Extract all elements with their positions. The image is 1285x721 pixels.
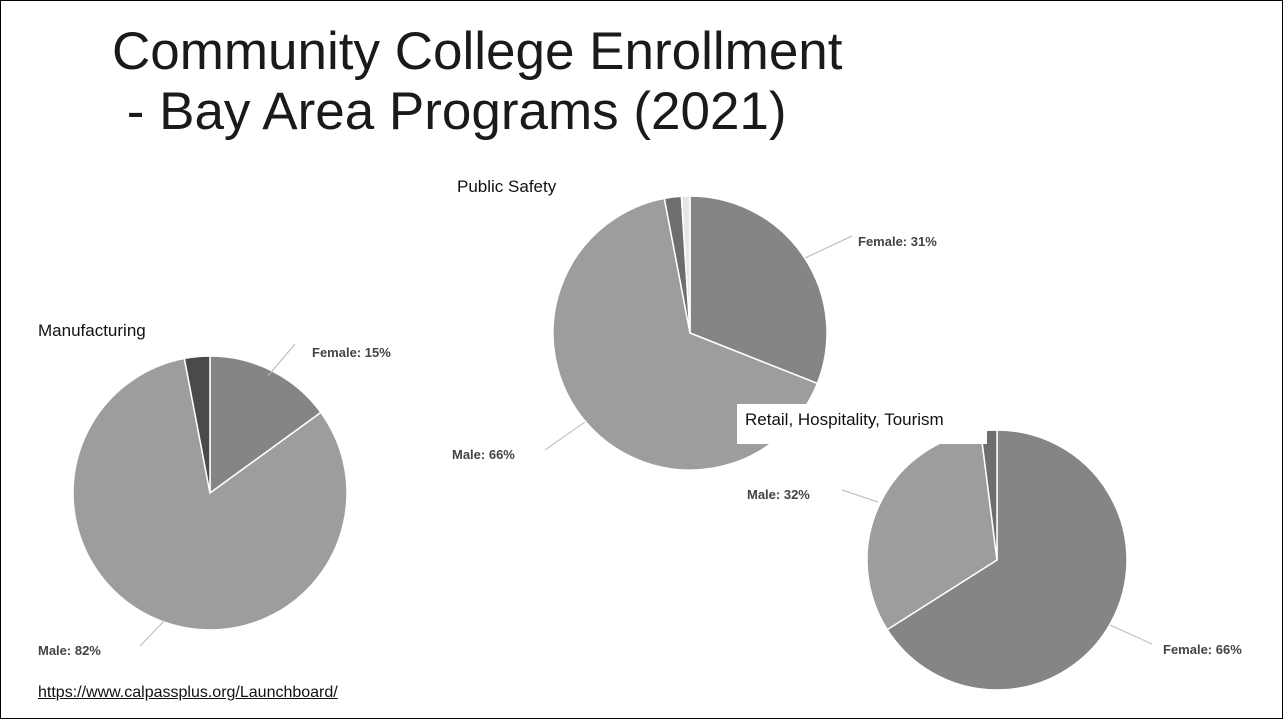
pie-slice [689, 195, 828, 385]
pie-slice [886, 429, 1128, 691]
pie-slice [72, 357, 348, 631]
pie-chart-1: Female: 15% Male: 82% [38, 343, 391, 658]
pie-slice [183, 355, 211, 494]
slice-leader-line [841, 489, 879, 503]
source-link[interactable]: https://www.calpassplus.org/Launchboard/ [38, 684, 338, 701]
slice-leader-line [1109, 624, 1153, 645]
slide-title: Community College Enrollment - Bay Area … [112, 22, 843, 142]
slice-label: Male: 82% [38, 643, 101, 658]
slice-leader-line [139, 619, 166, 647]
slice-leader-line [544, 421, 586, 451]
slide-title-line1: Community College Enrollment [112, 22, 843, 81]
slice-leader-line [267, 343, 296, 377]
title-background [737, 404, 987, 444]
slice-label: Female: 31% [858, 234, 937, 249]
slice-label: Male: 32% [747, 487, 810, 502]
slice-label: Female: 15% [312, 345, 391, 360]
slide-title-line2: - Bay Area Programs (2021) [112, 82, 787, 141]
pie-chart-3: Female: 66% Male: 32% [747, 429, 1242, 691]
pie-title: Manufacturing [38, 321, 146, 340]
pie-chart-2: Female: 31% Male: 66% [452, 195, 937, 471]
pie-title: Retail, Hospitality, Tourism [745, 410, 944, 429]
pie-title: Public Safety [457, 177, 557, 196]
pie-slice [680, 195, 691, 334]
pie-slice [552, 197, 819, 471]
slice-leader-line [804, 235, 853, 259]
slice-label: Female: 66% [1163, 642, 1242, 657]
slice-label: Male: 66% [452, 447, 515, 462]
